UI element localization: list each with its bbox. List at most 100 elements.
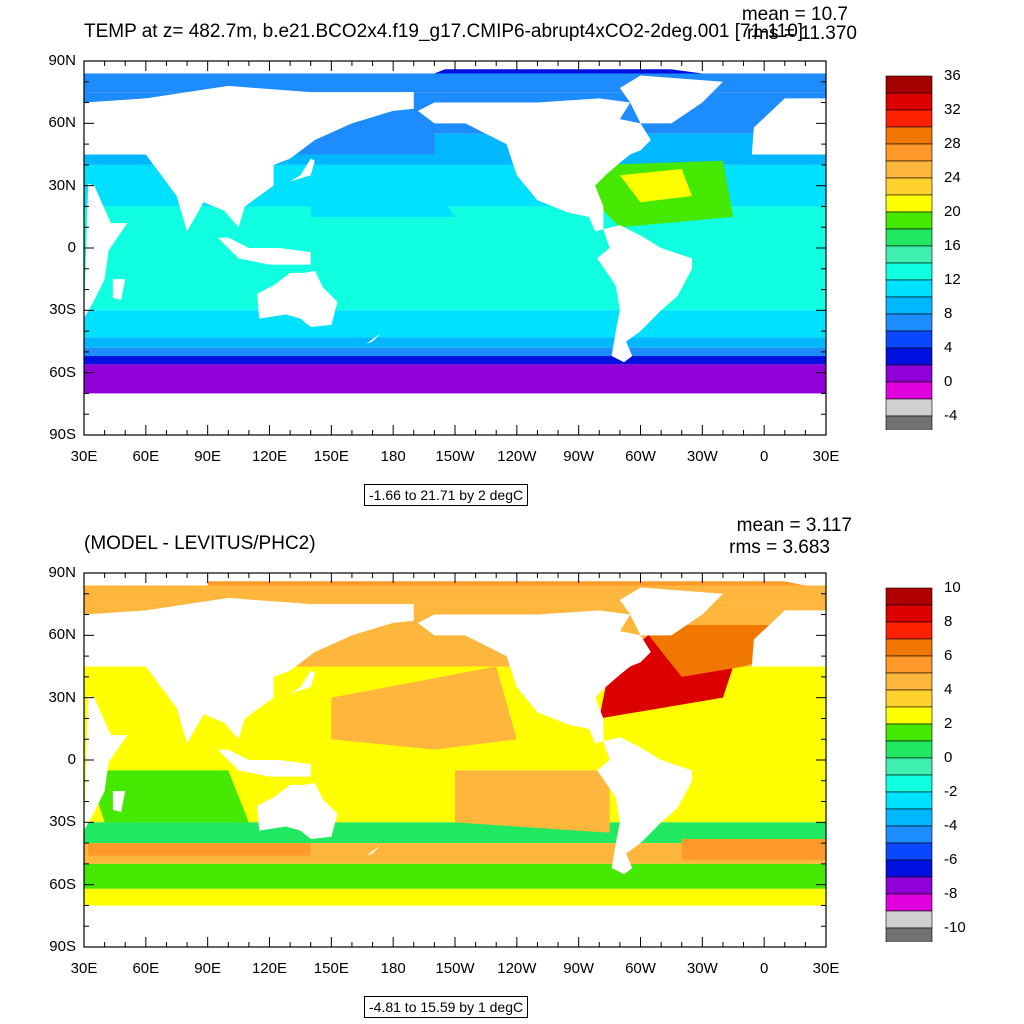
panel1-land-australia [257, 270, 338, 327]
panel1-colorbar-label: -4 [944, 407, 958, 424]
panel2-colorbar-swatch [885, 808, 933, 827]
panel2-colorbar-label: -8 [944, 885, 958, 902]
panel1-ocean-band [84, 337, 826, 348]
panel1-lon-label: 30E [70, 448, 98, 465]
panel2-lon-label: 150E [313, 960, 349, 977]
panel2-ocean-feature [88, 770, 249, 823]
panel1-colorbar-label: 12 [944, 271, 961, 288]
panel2-colorbar-swatch [885, 774, 933, 793]
panel1-colorbar-label: 8 [944, 305, 953, 322]
panel2-lon-label: 90W [563, 960, 595, 977]
panel2-colorbar-label: -6 [944, 851, 958, 868]
panel1-lon-label: 30W [686, 448, 718, 465]
panel1-ocean-band [84, 347, 826, 357]
panel1-lon-label: 60E [132, 448, 160, 465]
panel1-land-indonesia [217, 237, 311, 265]
panel2-land-greenland [619, 587, 723, 636]
panel2-land-indonesia [217, 749, 311, 777]
panel2-colorbar-label: 6 [944, 647, 953, 664]
panel1-ocean-band [84, 206, 826, 311]
panel2-lat-label: 60S [49, 875, 76, 893]
panel2-lat-label: 30S [49, 813, 76, 831]
panel1-map [83, 60, 827, 436]
panel1-ocean-band [84, 364, 826, 394]
panel1-colorbar-label: 4 [944, 339, 953, 356]
panel2-lat-label: 90S [49, 938, 76, 955]
panel1-land-africa [84, 183, 128, 319]
panel1-land-madagascar [112, 279, 126, 300]
panel2-colorbar-label: 4 [944, 681, 953, 698]
panel2-colorbar-label: 8 [944, 613, 953, 630]
panel2-colorbar-label: 10 [944, 579, 961, 596]
panel2-rms: rms = 3.683 [729, 537, 830, 558]
panel1-land [84, 61, 826, 435]
panel2-lat-label: 30N [48, 688, 76, 706]
panel2-ocean-band [84, 863, 826, 889]
panel2-colorbar-swatch [885, 706, 933, 725]
panel2-land-antarctica [84, 905, 826, 947]
panel2-lon-label: 30E [812, 960, 840, 977]
panel1-lon-label: 0 [759, 448, 769, 465]
panel2-colorbar-swatch [885, 672, 933, 691]
panel2-lon-label: 30W [686, 960, 718, 977]
panel1-lon-label: 60W [625, 448, 656, 465]
panel1-range-label: -1.66 to 21.71 by 2 degC [364, 484, 529, 506]
panel1-colorbar-label: 0 [944, 373, 953, 390]
panel2-land-samerica [597, 737, 693, 875]
panel2-colorbar-swatch [885, 842, 933, 861]
panel1-rms: rms = 11.370 [746, 23, 857, 44]
panel2-lon-label: 60E [132, 960, 160, 977]
panel2-lon-label: 150W [435, 960, 475, 977]
panel1-lon-label: 90E [194, 448, 221, 465]
panel2-land-namerica [417, 610, 651, 744]
panel2-ocean-feature [88, 843, 311, 856]
panel2-colorbar-swatch [885, 621, 933, 640]
panel1-land-greenland [619, 75, 723, 124]
panel2-colorbar-swatch [885, 876, 933, 895]
panel1-lat-label: 30S [49, 301, 76, 319]
panel2-lon-label: 120W [497, 960, 537, 977]
panel1-lat-label: 90N [48, 52, 76, 69]
panel2-colorbar-swatch [885, 587, 933, 606]
panel2-land-japan [290, 670, 315, 694]
panel1-land-samerica [597, 225, 693, 363]
panel1-lat-label: 90S [49, 426, 76, 443]
panel2-lon-label: 60W [625, 960, 656, 977]
panel2-ticks [83, 572, 827, 948]
panel1-mean: mean = 10.7 [741, 4, 848, 25]
panel1-lon-label: 90W [563, 448, 595, 465]
panel1-land-antarctica [84, 393, 826, 435]
panel1-lat-label: 0 [67, 239, 76, 256]
panel2-colorbar-swatch [885, 825, 933, 844]
panel1-lat-label: 30N [48, 176, 76, 194]
panel2-lat-label: 0 [67, 751, 76, 768]
panel1-lon-label: 180 [380, 448, 406, 465]
panel1-ocean-band [84, 310, 826, 338]
panel1-lat-label: 60S [49, 363, 76, 381]
panel2-colorbar-label: -10 [944, 919, 966, 936]
panel1-lat-label: 60N [48, 114, 76, 132]
panel1-colorbar-swatch [885, 415, 933, 430]
panel1-land-japan [290, 158, 315, 182]
panel1-colorbar-label: 36 [944, 67, 961, 84]
panel1-colorbar-label: 28 [944, 135, 961, 152]
panel2-colorbar [885, 587, 933, 942]
panel2-land-madagascar [112, 791, 126, 812]
panel1-colorbar-label: 16 [944, 237, 961, 254]
panel2-lon-label: 90E [194, 960, 221, 977]
panel1-ticks [83, 60, 827, 436]
panel1-colorbar-label: 32 [944, 101, 961, 118]
panel2-colorbar-label: -2 [944, 783, 958, 800]
panel2-colorbar-label: 2 [944, 715, 953, 732]
panel1-lon-label: 120E [251, 448, 288, 465]
panel1-land-eurasia [84, 85, 414, 232]
panel1-land-europe_cap [751, 98, 826, 155]
panel2-colorbar-swatch [885, 655, 933, 674]
panel2-title: (MODEL - LEVITUS/PHC2) [84, 533, 316, 554]
panel2-land-eurasia [84, 597, 414, 744]
panel2-lat-label: 60N [48, 626, 76, 644]
panel2-colorbar-swatch [885, 638, 933, 657]
panel1-lon-label: 150W [435, 448, 475, 465]
panel2-colorbar-swatch [885, 723, 933, 742]
